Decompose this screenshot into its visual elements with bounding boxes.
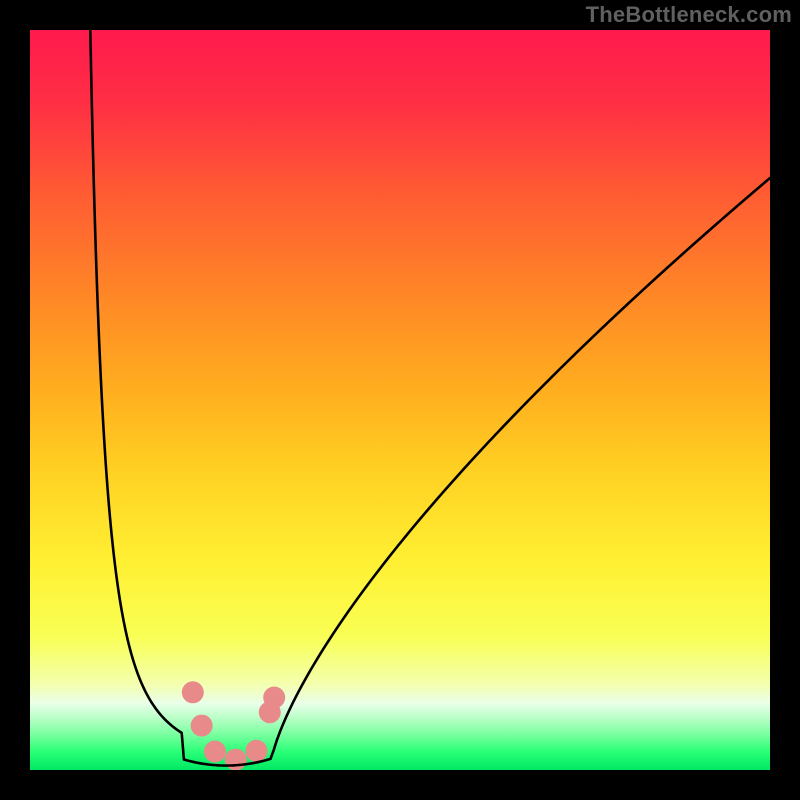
- curve-marker: [182, 681, 204, 703]
- curve-marker: [245, 740, 267, 762]
- watermark-text: TheBottleneck.com: [586, 2, 792, 28]
- chart-svg: [30, 30, 770, 770]
- curve-marker: [263, 686, 285, 708]
- plot-area: [30, 30, 770, 770]
- gradient-background: [30, 30, 770, 770]
- curve-marker: [191, 715, 213, 737]
- curve-marker: [204, 741, 226, 763]
